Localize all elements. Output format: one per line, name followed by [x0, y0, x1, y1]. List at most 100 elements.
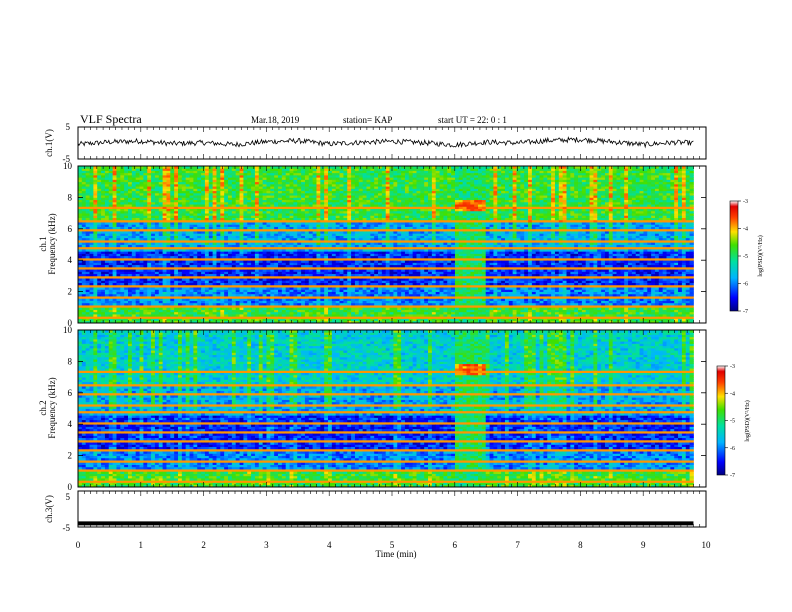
- spectrogram-cell: [297, 226, 302, 230]
- spectrogram-cell: [304, 293, 310, 297]
- spectrogram-cell: [101, 269, 106, 272]
- spectrogram-cell: [320, 280, 325, 284]
- spectrogram-cell: [266, 314, 271, 317]
- spectrogram-cell: [274, 222, 279, 225]
- spectrogram-cell: [254, 248, 260, 252]
- spectrogram-cell: [320, 293, 325, 297]
- spectrogram-cell: [166, 226, 171, 230]
- spectrogram-cell: [208, 172, 214, 176]
- spectrogram-cell: [270, 208, 275, 212]
- spectrogram-cell: [339, 201, 344, 205]
- spectrogram-cell: [297, 314, 302, 317]
- spectrogram-cell: [112, 307, 117, 310]
- spectrogram-cell: [331, 219, 337, 223]
- spectrogram-cell: [312, 213, 317, 216]
- spectrogram-cell: [339, 233, 344, 236]
- spectrogram-cell: [212, 231, 217, 234]
- spectrogram-cell: [162, 280, 167, 284]
- spectrogram-cell: [228, 266, 233, 270]
- spectrogram-cell: [135, 206, 140, 210]
- spectrogram-cell: [297, 224, 302, 227]
- spectrogram-cell: [120, 314, 125, 317]
- spectrogram-cell: [89, 226, 94, 230]
- spectrogram-cell: [328, 251, 333, 254]
- spectrogram-cell: [104, 291, 110, 295]
- spectrogram-cell: [239, 201, 244, 205]
- spectrogram-cell: [101, 280, 106, 284]
- spectrogram-cell: [174, 289, 179, 292]
- spectrogram-cell: [258, 206, 264, 210]
- spectrogram-cell: [316, 222, 321, 225]
- spectrogram-cell: [278, 192, 283, 196]
- spectrogram-cell: [262, 192, 267, 196]
- spectrogram-cell: [243, 190, 248, 194]
- spectrogram-cell: [128, 226, 133, 230]
- spectrogram-cell: [128, 309, 133, 313]
- spectrogram-cell: [316, 244, 321, 248]
- spectrogram-cell: [293, 287, 298, 290]
- spectrogram-cell: [289, 262, 294, 266]
- spectrogram-cell: [289, 170, 294, 174]
- spectrogram-cell: [220, 235, 225, 239]
- spectrogram-cell: [166, 302, 171, 306]
- spectrogram-cell: [266, 316, 271, 319]
- spectrogram-cell: [293, 293, 298, 297]
- spectrogram-cell: [193, 190, 198, 194]
- spectrogram-cell: [293, 262, 298, 266]
- spectrogram-cell: [201, 257, 206, 261]
- spectrogram-cell: [258, 307, 264, 310]
- spectrogram-cell: [104, 226, 110, 230]
- spectrogram-cell: [151, 197, 156, 201]
- spectrogram-cell: [193, 311, 198, 315]
- spectrogram-cell: [247, 266, 252, 270]
- spectrogram-cell: [116, 291, 121, 295]
- spectrogram-cell: [124, 255, 129, 259]
- spectrogram-cell: [120, 170, 125, 174]
- spectrogram-cell: [331, 208, 337, 212]
- spectrogram-cell: [97, 201, 102, 205]
- spectrogram-cell: [312, 240, 317, 243]
- spectrogram-cell: [224, 237, 229, 241]
- spectrogram-cell: [212, 293, 217, 297]
- spectrogram-cell: [108, 300, 114, 304]
- spectrogram-cell: [335, 314, 340, 317]
- spectrogram-cell: [208, 273, 214, 277]
- spectrogram-cell: [301, 320, 306, 324]
- spectrogram-cell: [239, 311, 244, 315]
- spectrogram-cell: [97, 318, 102, 322]
- spectrogram-cell: [170, 244, 175, 248]
- spectrogram-cell: [270, 316, 275, 319]
- spectrogram-cell: [351, 311, 356, 315]
- spectrogram-cell: [228, 231, 233, 234]
- spectrogram-cell: [220, 305, 225, 308]
- spectrogram-cell: [231, 298, 237, 301]
- spectrogram-cell: [193, 318, 198, 322]
- spectrogram-cell: [281, 253, 287, 257]
- spectrogram-cell: [174, 222, 179, 225]
- spectrogram-cell: [274, 266, 279, 270]
- spectrogram-cell: [193, 248, 198, 252]
- spectrogram-cell: [162, 222, 167, 225]
- spectrogram-cell: [89, 199, 94, 203]
- spectrogram-cell: [104, 293, 110, 297]
- spectrogram-cell: [181, 307, 187, 310]
- spectrogram-cell: [258, 215, 264, 218]
- spectrogram-cell: [112, 172, 117, 176]
- spectrogram-cell: [78, 190, 83, 194]
- spectrogram-cell: [285, 307, 290, 310]
- spectrogram-cell: [328, 257, 333, 261]
- spectrogram-cell: [228, 190, 233, 194]
- spectrogram-cell: [85, 296, 90, 299]
- spectrogram-cell: [185, 287, 190, 290]
- spectrogram-cell: [258, 266, 264, 270]
- spectrogram-cell: [324, 302, 329, 306]
- spectrogram-cell: [108, 293, 114, 297]
- spectrogram-cell: [243, 320, 248, 324]
- spectrogram-cell: [208, 240, 214, 243]
- spectrogram-cell: [231, 284, 237, 288]
- spectrogram-cell: [324, 253, 329, 257]
- spectrogram-cell: [89, 215, 94, 218]
- spectrogram-cell: [266, 269, 271, 272]
- spectrogram-cell: [104, 282, 110, 286]
